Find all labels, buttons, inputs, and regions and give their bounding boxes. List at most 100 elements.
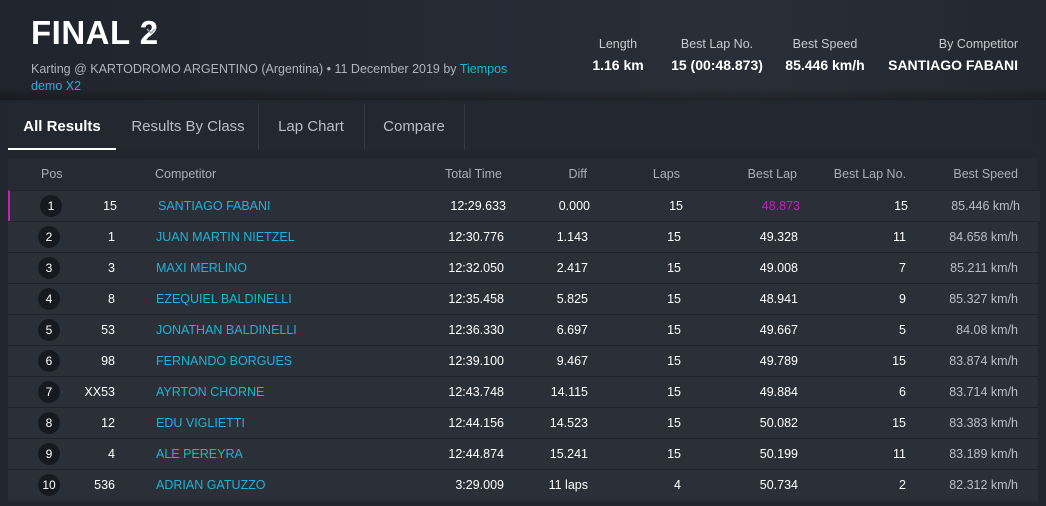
best-speed: 83.874 km/h xyxy=(949,354,1018,368)
stat-length-label: Length xyxy=(598,37,638,51)
total-time: 12:36.330 xyxy=(448,323,504,337)
tab-lap-chart[interactable]: Lap Chart xyxy=(278,118,344,135)
col-best-lap-no[interactable]: Best Lap No. xyxy=(833,167,906,181)
diff-value: 6.697 xyxy=(556,323,588,337)
laps-count: 15 xyxy=(667,447,681,461)
best-lap-time: 50.734 xyxy=(759,478,798,492)
table-row: 1 15 SANTIAGO FABANI 12:29.633 0.000 15 48.873… xyxy=(8,190,1040,221)
results-table: Pos Competitor Total Time Diff Laps Best… xyxy=(8,158,1040,502)
total-time: 12:43.748 xyxy=(448,385,504,399)
best-lap-time: 48.873 xyxy=(761,199,800,213)
stat-best-lap-no-value: 15 (00:48.873) xyxy=(671,57,763,73)
laps-count: 15 xyxy=(669,199,683,213)
best-lap-time: 48.941 xyxy=(759,292,798,306)
laps-count: 15 xyxy=(667,416,681,430)
best-lap-number: 11 xyxy=(893,447,906,461)
chevron-down-icon[interactable] xyxy=(146,26,156,36)
stat-length: Length 1.16 km xyxy=(592,37,644,73)
competitor-name[interactable]: JONATHAN BALDINELLI xyxy=(156,323,297,337)
col-laps[interactable]: Laps xyxy=(652,167,680,181)
kart-number: 8 xyxy=(108,292,115,306)
col-best-speed[interactable]: Best Speed xyxy=(953,167,1018,181)
competitor-name[interactable]: AYRTON CHORNE xyxy=(156,385,265,399)
laps-count: 15 xyxy=(667,385,681,399)
position-badge: 8 xyxy=(38,412,60,434)
diff-value: 5.825 xyxy=(556,292,588,306)
table-row: 4 8 EZEQUIEL BALDINELLI 12:35.458 5.825 15 48.… xyxy=(8,283,1038,314)
diff-value: 14.523 xyxy=(549,416,588,430)
kart-number: 4 xyxy=(108,447,115,461)
best-lap-time: 49.667 xyxy=(759,323,798,337)
best-speed: 84.658 km/h xyxy=(949,230,1018,244)
competitor-name[interactable]: ADRIAN GATUZZO xyxy=(156,478,266,492)
kart-number: 53 xyxy=(101,323,115,337)
total-time: 12:35.458 xyxy=(448,292,504,306)
kart-number: XX53 xyxy=(84,385,115,399)
kart-number: 12 xyxy=(101,416,115,430)
total-time: 12:32.050 xyxy=(448,261,504,275)
page-title: FINAL 2 xyxy=(31,14,159,51)
stat-length-value: 1.16 km xyxy=(592,57,644,73)
position-badge: 7 xyxy=(38,381,60,403)
position-badge: 2 xyxy=(38,226,60,248)
col-total-time[interactable]: Total Time xyxy=(445,167,502,181)
best-lap-number: 15 xyxy=(894,199,908,213)
best-lap-number: 9 xyxy=(899,292,906,306)
position-badge: 6 xyxy=(38,350,60,372)
event-info: Karting @ KARTODROMO ARGENTINO (Argentin… xyxy=(31,62,457,76)
competitor-name[interactable]: ALE PEREYRA xyxy=(156,447,243,461)
best-lap-number: 6 xyxy=(899,385,906,399)
competitor-name[interactable]: EDU VIGLIETTI xyxy=(156,416,245,430)
total-time: 3:29.009 xyxy=(455,478,504,492)
kart-number: 536 xyxy=(94,478,115,492)
best-lap-number: 2 xyxy=(899,478,906,492)
best-lap-number: 15 xyxy=(892,416,906,430)
total-time: 12:44.156 xyxy=(448,416,504,430)
competitor-name[interactable]: MAXI MERLINO xyxy=(156,261,247,275)
col-competitor[interactable]: Competitor xyxy=(155,167,217,181)
competitor-name[interactable]: FERNANDO BORGUES xyxy=(156,354,293,368)
best-lap-time: 49.008 xyxy=(759,261,798,275)
total-time: 12:29.633 xyxy=(450,199,506,213)
best-lap-number: 5 xyxy=(899,323,906,337)
tab-compare[interactable]: Compare xyxy=(383,118,445,135)
best-speed: 83.189 km/h xyxy=(949,447,1018,461)
best-lap-number: 7 xyxy=(899,261,906,275)
total-time: 12:39.100 xyxy=(448,354,504,368)
stat-best-speed-value: 85.446 km/h xyxy=(785,57,865,73)
header-banner: FINAL 2 Karting @ KARTODROMO ARGENTINO (… xyxy=(0,0,1046,100)
table-row: 6 98 FERNANDO BORGUES 12:39.100 9.467 15 49.78… xyxy=(8,345,1038,376)
tab-divider xyxy=(258,104,259,150)
event-subtitle: Karting @ KARTODROMO ARGENTINO (Argentin… xyxy=(31,61,541,95)
stat-by-competitor-value: SANTIAGO FABANI xyxy=(888,57,1018,73)
best-lap-time: 49.789 xyxy=(759,354,798,368)
diff-value: 9.467 xyxy=(556,354,588,368)
col-pos[interactable]: Pos xyxy=(41,167,63,181)
tab-results-by-class[interactable]: Results By Class xyxy=(131,118,245,135)
stat-best-lap-no: Best Lap No. 15 (00:48.873) xyxy=(660,37,774,73)
diff-value: 14.115 xyxy=(550,385,588,399)
diff-value: 11 laps xyxy=(548,478,588,492)
col-diff[interactable]: Diff xyxy=(568,167,587,181)
best-speed: 83.383 km/h xyxy=(949,416,1018,430)
laps-count: 15 xyxy=(667,230,681,244)
kart-number: 3 xyxy=(108,261,115,275)
col-best-lap[interactable]: Best Lap xyxy=(747,167,797,181)
position-badge: 3 xyxy=(38,257,60,279)
position-badge: 5 xyxy=(38,319,60,341)
results-tabs: All Results Results By Class Lap Chart C… xyxy=(8,104,1038,150)
stat-by-competitor: By Competitor SANTIAGO FABANI xyxy=(886,37,1018,73)
tab-all-results[interactable]: All Results xyxy=(8,104,116,150)
table-row: 7 XX53 AYRTON CHORNE 12:43.748 14.115 15 49.88… xyxy=(8,376,1038,407)
stat-best-speed-label: Best Speed xyxy=(792,37,858,51)
position-badge: 4 xyxy=(38,288,60,310)
kart-number: 1 xyxy=(108,230,115,244)
tab-divider xyxy=(464,104,465,150)
table-row: 8 12 EDU VIGLIETTI 12:44.156 14.523 15 50.082 1… xyxy=(8,407,1038,438)
stat-by-competitor-label: By Competitor xyxy=(938,37,1018,51)
best-speed: 82.312 km/h xyxy=(949,478,1018,492)
competitor-name[interactable]: SANTIAGO FABANI xyxy=(158,199,271,213)
competitor-name[interactable]: JUAN MARTIN NIETZEL xyxy=(156,230,295,244)
table-row: 3 3 MAXI MERLINO 12:32.050 2.417 15 49.008 7 85.… xyxy=(8,252,1038,283)
competitor-name[interactable]: EZEQUIEL BALDINELLI xyxy=(156,292,292,306)
